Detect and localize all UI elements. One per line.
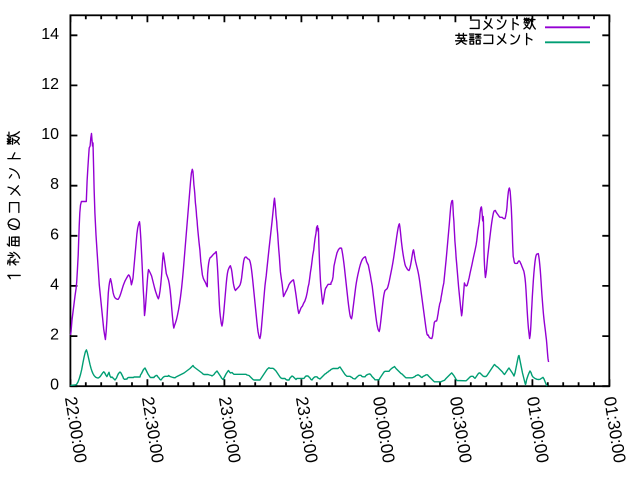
svg-text:8: 8 <box>50 176 59 193</box>
svg-text:10: 10 <box>41 126 59 143</box>
svg-text:12: 12 <box>41 76 59 93</box>
svg-text:6: 6 <box>50 226 59 243</box>
svg-text:14: 14 <box>41 26 59 43</box>
svg-text:2: 2 <box>50 327 59 344</box>
svg-text:0: 0 <box>50 377 59 394</box>
svg-text:4: 4 <box>50 276 59 293</box>
